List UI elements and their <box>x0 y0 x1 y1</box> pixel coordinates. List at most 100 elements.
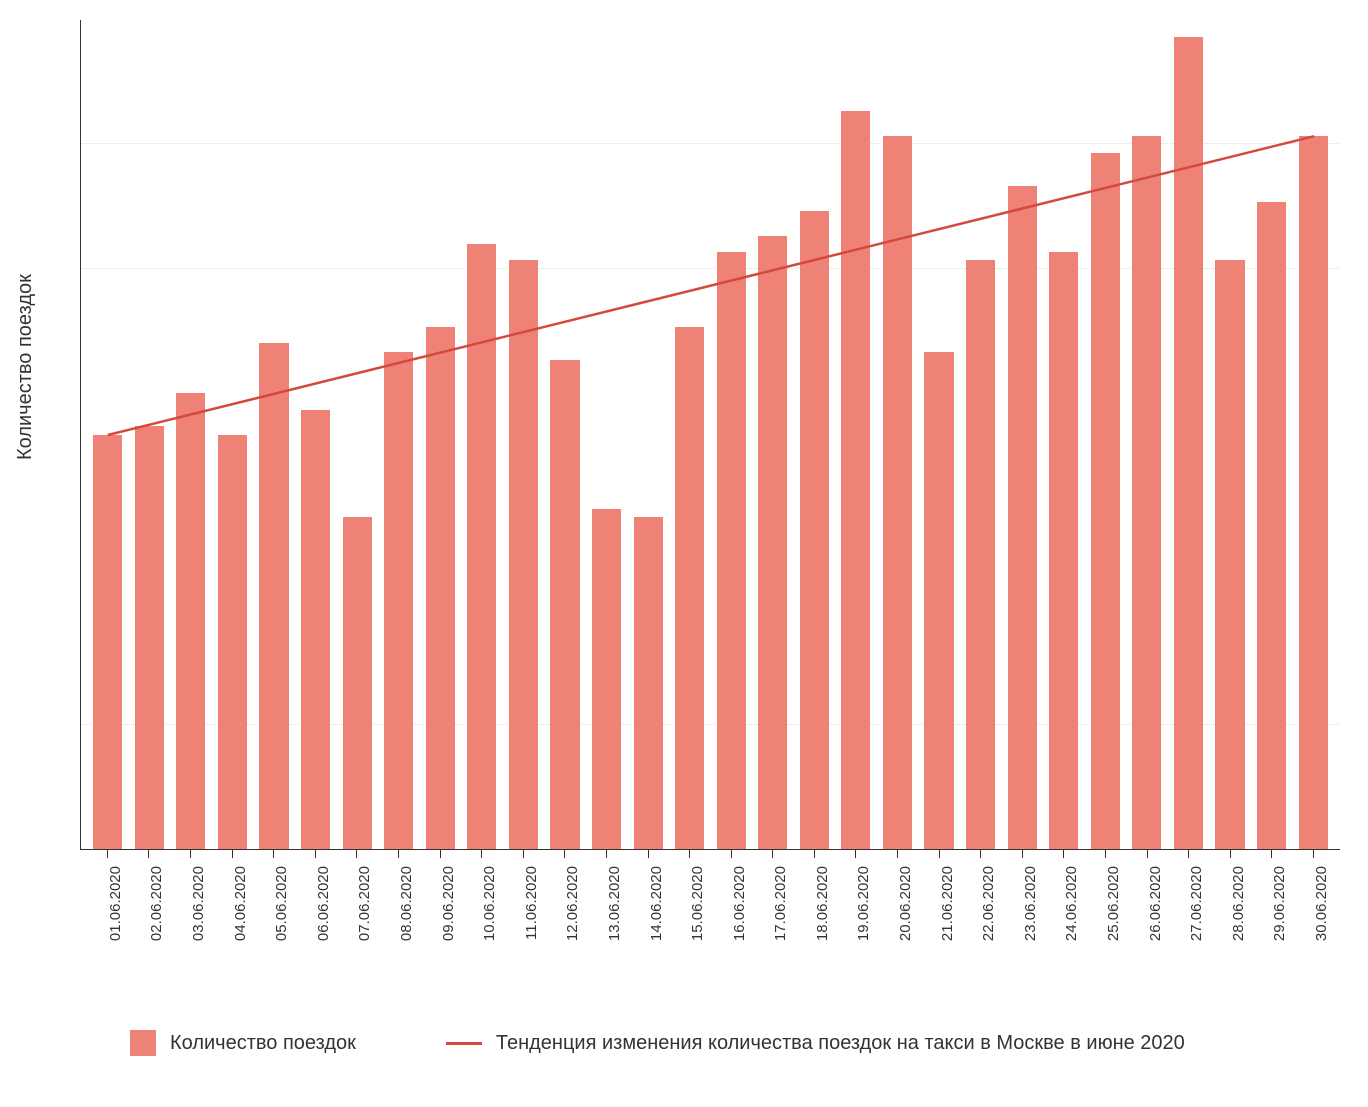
x-tick-mark <box>523 850 524 858</box>
x-tick: 05.06.2020 <box>252 854 294 974</box>
bar[interactable] <box>1008 186 1037 849</box>
x-tick: 04.06.2020 <box>211 854 253 974</box>
bar-slot <box>170 20 212 849</box>
bar-slot <box>544 20 586 849</box>
x-tick-mark <box>398 850 399 858</box>
x-tick-label: 27.06.2020 <box>1188 866 1205 941</box>
x-tick-mark <box>939 850 940 858</box>
bar-slot <box>1292 20 1334 849</box>
bar-slot <box>669 20 711 849</box>
x-tick-label: 09.06.2020 <box>440 866 457 941</box>
x-tick-label: 01.06.2020 <box>107 866 124 941</box>
bar[interactable] <box>343 517 372 849</box>
bar-slot <box>1001 20 1043 849</box>
bar[interactable] <box>1174 37 1203 849</box>
bar[interactable] <box>1091 153 1120 849</box>
bar-slot <box>1209 20 1251 849</box>
bar[interactable] <box>1215 260 1244 849</box>
x-tick-label: 11.06.2020 <box>523 866 540 940</box>
x-tick-label: 17.06.2020 <box>772 866 789 941</box>
bar[interactable] <box>758 236 787 849</box>
legend-label-trend: Тенденция изменения количества поездок н… <box>496 1032 1185 1055</box>
bar[interactable] <box>93 435 122 850</box>
bar[interactable] <box>966 260 995 849</box>
bar-slot <box>918 20 960 849</box>
y-axis-label: Количество поездок <box>14 274 37 460</box>
x-tick: 22.06.2020 <box>959 854 1001 974</box>
x-tick-label: 15.06.2020 <box>689 866 706 941</box>
x-tick-mark <box>855 850 856 858</box>
x-tick-mark <box>273 850 274 858</box>
bar-slot <box>835 20 877 849</box>
bar[interactable] <box>634 517 663 849</box>
x-tick: 09.06.2020 <box>419 854 461 974</box>
bar[interactable] <box>592 509 621 849</box>
bar[interactable] <box>135 426 164 849</box>
bar-slot <box>378 20 420 849</box>
x-tick-label: 19.06.2020 <box>855 866 872 941</box>
x-tick: 02.06.2020 <box>128 854 170 974</box>
x-tick-label: 18.06.2020 <box>814 866 831 941</box>
bar[interactable] <box>218 435 247 850</box>
x-tick-mark <box>1188 850 1189 858</box>
x-tick: 26.06.2020 <box>1126 854 1168 974</box>
x-tick: 06.06.2020 <box>294 854 336 974</box>
bar-slot <box>710 20 752 849</box>
legend-swatch-line <box>446 1042 482 1045</box>
bar[interactable] <box>384 352 413 849</box>
bar[interactable] <box>426 327 455 849</box>
x-axis-ticks: 01.06.202002.06.202003.06.202004.06.2020… <box>80 854 1340 974</box>
bar[interactable] <box>841 111 870 849</box>
bar[interactable] <box>259 343 288 849</box>
bar[interactable] <box>800 211 829 849</box>
x-tick-mark <box>315 850 316 858</box>
x-tick-mark <box>897 850 898 858</box>
x-tick-mark <box>190 850 191 858</box>
chart-container: Количество поездок 01.06.2020 02.06.2020 0… <box>0 0 1368 1107</box>
bar-slot <box>1043 20 1085 849</box>
x-tick-mark <box>1063 850 1064 858</box>
x-tick-mark <box>232 850 233 858</box>
x-tick: 16.06.2020 <box>710 854 752 974</box>
x-tick-label: 14.06.2020 <box>648 866 665 941</box>
x-tick-mark <box>564 850 565 858</box>
x-tick-mark <box>481 850 482 858</box>
bar-slot <box>503 20 545 849</box>
x-tick: 01.06.2020 <box>86 854 128 974</box>
x-tick: 25.06.2020 <box>1084 854 1126 974</box>
bar[interactable] <box>176 393 205 849</box>
bar[interactable] <box>675 327 704 849</box>
x-tick: 07.06.2020 <box>336 854 378 974</box>
bar[interactable] <box>509 260 538 849</box>
bar-slot <box>752 20 794 849</box>
bar[interactable] <box>1132 136 1161 849</box>
bar[interactable] <box>1299 136 1328 849</box>
bar-slot <box>295 20 337 849</box>
bar[interactable] <box>550 360 579 849</box>
x-tick-label: 07.06.2020 <box>356 866 373 941</box>
bar[interactable] <box>717 252 746 849</box>
legend-item-bars: Количество поездок <box>130 1030 356 1056</box>
bar[interactable] <box>467 244 496 849</box>
x-tick-label: 02.06.2020 <box>148 866 165 941</box>
bar[interactable] <box>301 410 330 849</box>
bar-slot <box>1085 20 1127 849</box>
x-tick-mark <box>980 850 981 858</box>
x-tick-mark <box>356 850 357 858</box>
bar[interactable] <box>1049 252 1078 849</box>
x-tick: 12.06.2020 <box>544 854 586 974</box>
bar[interactable] <box>924 352 953 849</box>
bar-slot <box>212 20 254 849</box>
legend-label-bars: Количество поездок <box>170 1032 356 1055</box>
x-tick-mark <box>689 850 690 858</box>
plot-area <box>80 20 1340 850</box>
x-tick-label: 30.06.2020 <box>1313 866 1330 941</box>
x-tick-label: 21.06.2020 <box>939 866 956 941</box>
x-tick-mark <box>606 850 607 858</box>
bar-slot <box>420 20 462 849</box>
legend: Количество поездок Тенденция изменения к… <box>130 1030 1310 1056</box>
x-tick: 21.06.2020 <box>918 854 960 974</box>
bar[interactable] <box>1257 202 1286 849</box>
x-tick-mark <box>1105 850 1106 858</box>
x-tick-mark <box>1313 850 1314 858</box>
